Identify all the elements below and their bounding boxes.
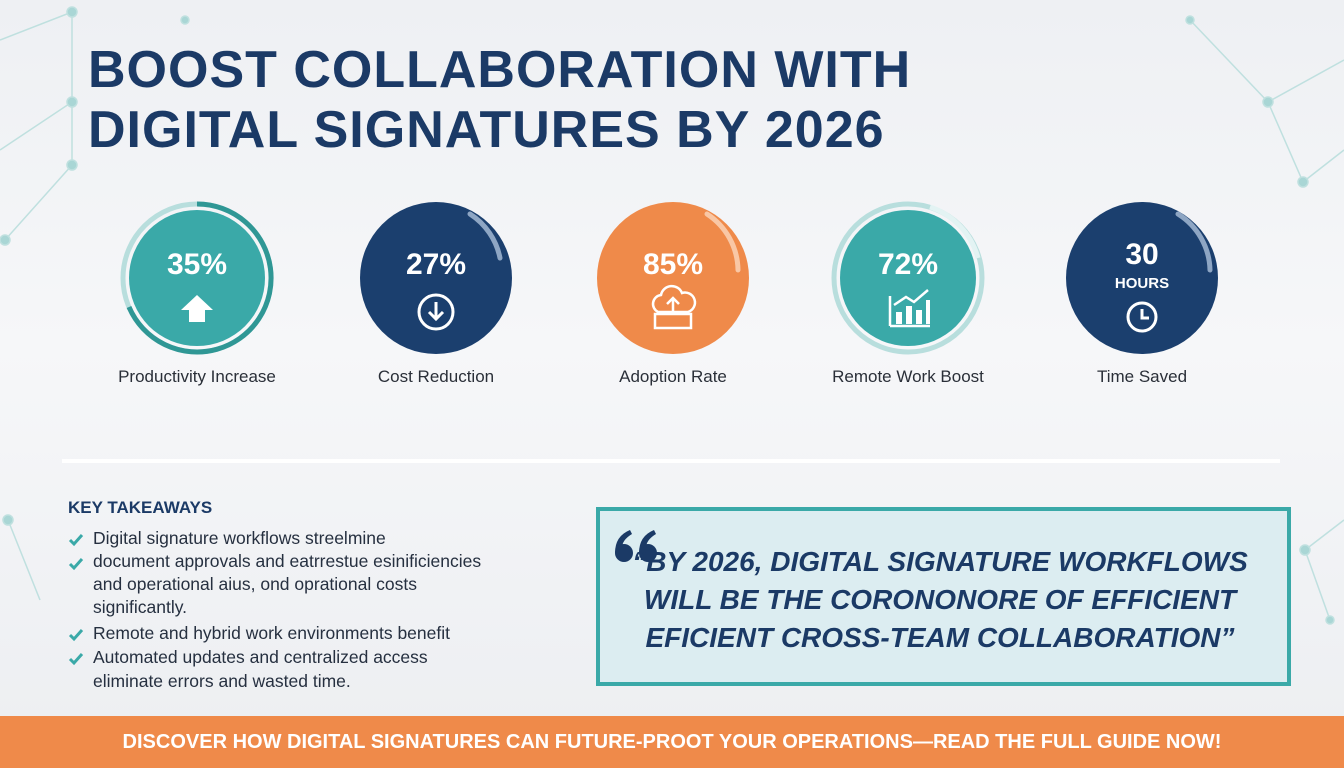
stat-circle [360,202,512,354]
checkmarks [68,534,84,666]
banner-bg [0,716,1344,768]
takeaways-heading: KEY TAKEAWAYS [68,498,213,517]
stat-circle [1066,202,1218,354]
quote-mark [615,530,657,562]
stat-value: 27% [405,248,467,281]
quote-line: WILL BE THE CORONONORE OF EFFICIENT [643,584,1237,615]
title: BOOST COLLABORATION WITH [88,41,912,99]
takeaway-line: Remote and hybrid work environments bene… [93,623,450,643]
takeaway-line: eliminate errors and wasted time. [93,671,351,691]
stat-value: 30 [1125,238,1159,271]
stat-value: 35% [166,248,228,281]
takeaway-line: Digital signature workflows streelmine [93,528,386,548]
quote-line: “BY 2026, DIGITAL SIGNATURE WORKFLOWS [632,546,1248,577]
stat-circle [831,201,985,355]
quote-box [596,507,1291,686]
stat-circle [120,201,274,355]
banner-text[interactable]: DISCOVER HOW DIGITAL SIGNATURES CAN FUTU… [122,731,1222,753]
stat-circle [597,202,749,354]
takeaway-line: Automated updates and centralized access [93,647,428,667]
takeaway-line: and operational aius, ond oprational cos… [93,574,417,594]
stat-label: Time Saved [1096,367,1188,386]
stat-label: Cost Reduction [377,367,495,386]
title: DIGITAL SIGNATURES BY 2026 [88,101,885,159]
stat-label: Remote Work Boost [832,367,984,386]
stat-unit: HOURS [1114,275,1170,292]
stat-label: Productivity Increase [118,367,276,386]
stat-label: Adoption Rate [619,367,727,386]
quote-line: EFICIENT CROSS-TEAM COLLABORATION” [645,622,1235,653]
stat-value: 72% [877,248,939,281]
stat-value: 85% [642,248,704,281]
takeaway-line: significantly. [93,597,188,617]
takeaway-line: document approvals and eatrrestue esinif… [93,551,482,571]
network-decoration [0,6,1344,625]
